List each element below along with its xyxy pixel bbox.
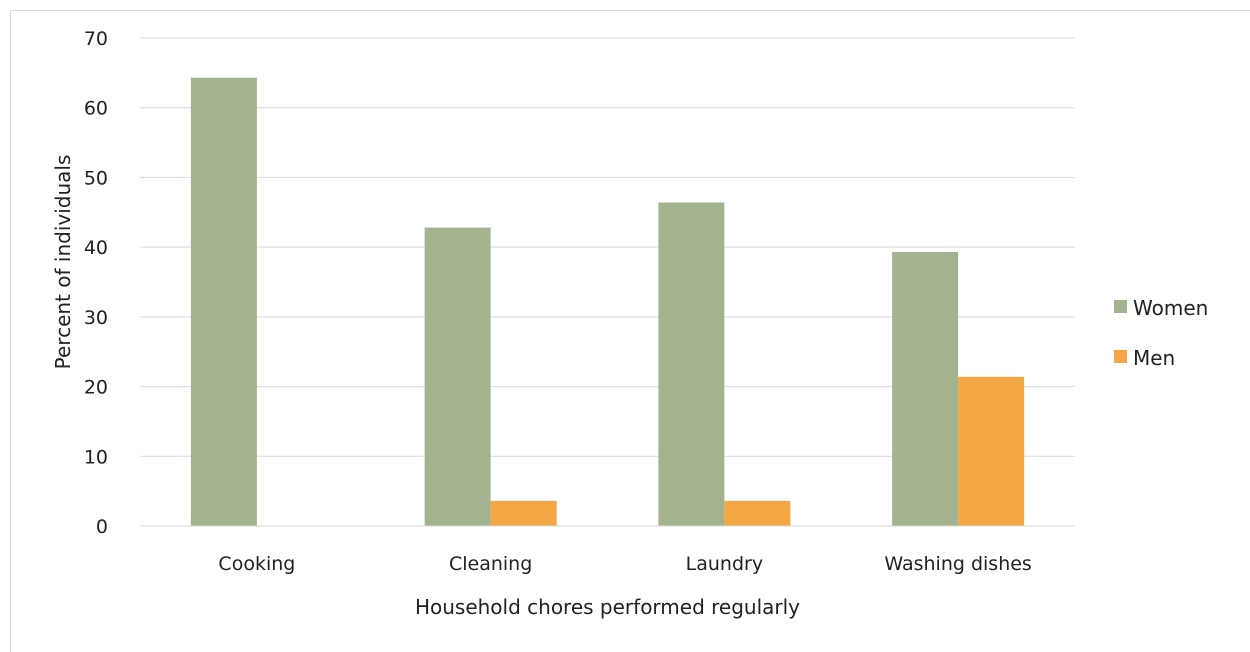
- bar-women-washing-dishes: [892, 252, 959, 526]
- bar-women-cleaning: [424, 227, 491, 526]
- y-tick-label: 50: [84, 167, 108, 189]
- bar-women-laundry: [658, 202, 725, 527]
- bar-men-washing-dishes: [958, 376, 1025, 526]
- y-tick-label: 0: [96, 516, 108, 538]
- y-tick-label: 10: [84, 446, 108, 468]
- bar-men-laundry: [724, 500, 791, 526]
- x-axis-ticks: Cooking Cleaning Laundry Washing dishes: [218, 553, 1031, 575]
- y-tick-label: 20: [84, 377, 108, 399]
- y-tick-label: 60: [84, 98, 108, 120]
- legend: Women Men: [1114, 296, 1208, 370]
- y-tick-label: 70: [84, 28, 108, 50]
- y-tick-label: 40: [84, 237, 108, 259]
- x-axis-title: Household chores performed regularly: [415, 595, 800, 619]
- x-tick-label: Cooking: [218, 553, 295, 575]
- y-axis-title: Percent of individuals: [51, 155, 75, 370]
- bar-women-cooking: [190, 77, 257, 526]
- y-tick-label: 30: [84, 307, 108, 329]
- bar-men-cleaning: [490, 500, 557, 526]
- legend-label-men: Men: [1133, 346, 1175, 370]
- x-tick-label: Washing dishes: [884, 553, 1031, 575]
- legend-label-women: Women: [1133, 296, 1208, 320]
- legend-swatch-women: [1114, 300, 1127, 313]
- legend-swatch-men: [1114, 350, 1127, 363]
- bars: [190, 77, 1025, 527]
- x-tick-label: Laundry: [686, 553, 763, 575]
- y-axis-ticks: 0 10 20 30 40 50 60 70: [84, 28, 108, 538]
- chart-frame: [10, 10, 1250, 652]
- x-tick-label: Cleaning: [449, 553, 532, 575]
